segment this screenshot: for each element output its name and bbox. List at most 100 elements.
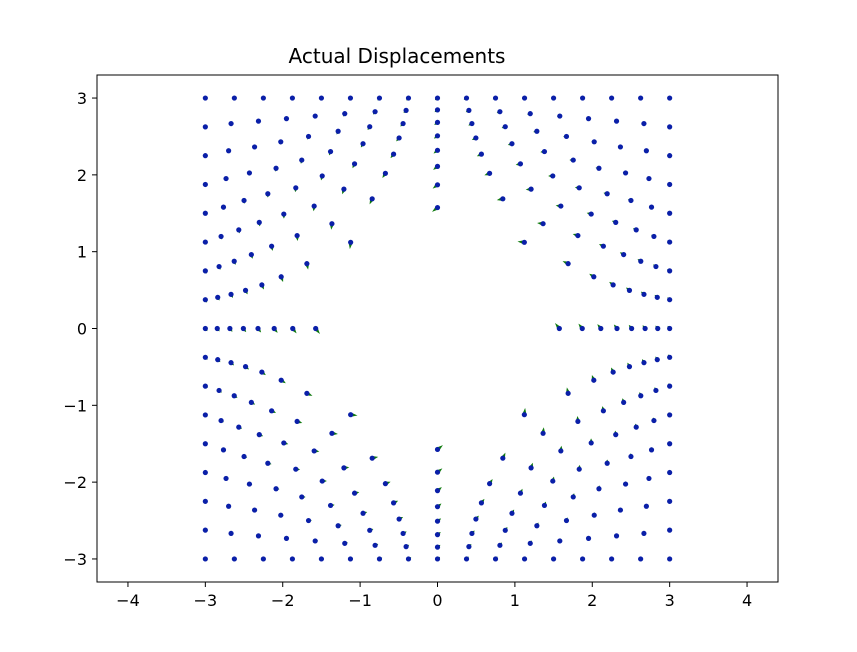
displaced-point: [629, 325, 635, 332]
displaced-point: [299, 494, 305, 500]
displaced-point: [580, 95, 586, 101]
displaced-point: [585, 116, 592, 122]
displaced-point: [557, 113, 563, 119]
displaced-point: [643, 503, 649, 509]
displaced-point: [228, 120, 234, 127]
displaced-point: [473, 516, 479, 522]
displaced-point: [591, 512, 597, 518]
displaced-point: [502, 124, 508, 130]
displaced-point: [528, 186, 534, 192]
displaced-point: [509, 141, 515, 147]
displaced-point: [202, 297, 208, 303]
displaced-point: [376, 556, 383, 562]
displaced-point: [626, 364, 633, 370]
displaced-point: [202, 325, 208, 332]
displaced-point: [596, 486, 602, 492]
displaced-point: [434, 147, 441, 153]
displaced-point: [565, 261, 571, 267]
displaced-point: [667, 556, 673, 562]
displaced-point: [558, 448, 564, 454]
displaced-point: [348, 412, 354, 418]
displaced-point: [667, 95, 673, 101]
displaced-point: [304, 261, 310, 267]
displaced-point: [591, 139, 597, 145]
displaced-point: [305, 517, 312, 524]
displaced-point: [347, 95, 354, 101]
displaced-point: [500, 455, 506, 461]
displaced-point: [550, 478, 556, 484]
displaced-point: [231, 95, 237, 101]
displaced-point: [667, 124, 673, 130]
x-tick-label: −1: [348, 591, 372, 610]
displaced-point: [342, 111, 348, 117]
displaced-point: [382, 481, 388, 487]
displaced-point: [641, 530, 647, 537]
displaced-point: [648, 447, 655, 453]
displaced-point: [570, 157, 576, 163]
displaced-point: [591, 377, 597, 383]
displaced-point: [273, 486, 279, 492]
displaced-point: [236, 227, 242, 233]
displaced-point: [667, 181, 673, 188]
displaced-point: [478, 151, 485, 157]
displaced-point: [202, 124, 208, 130]
x-axis: −4 −3 −2 −1 0 1 2 3 4: [116, 582, 752, 610]
y-tick-label: 0: [77, 320, 87, 339]
displaced-point: [527, 540, 533, 546]
displaced-point: [241, 453, 247, 460]
displaced-point: [246, 481, 253, 487]
displaced-point: [492, 95, 499, 101]
displaced-point: [382, 170, 388, 176]
displaced-point: [403, 544, 409, 550]
displaced-point: [638, 393, 644, 399]
displaced-point: [579, 325, 585, 332]
displaced-point: [281, 440, 287, 446]
displaced-point: [521, 239, 527, 245]
displaced-point: [248, 251, 254, 258]
displaced-point: [231, 258, 237, 264]
displaced-point: [633, 424, 639, 430]
displaced-point: [642, 325, 648, 332]
displaced-point: [265, 191, 271, 197]
displaced-point: [256, 219, 262, 225]
displaced-point: [667, 153, 673, 159]
displaced-point: [653, 263, 659, 270]
displaced-point: [434, 488, 441, 494]
displaced-point: [469, 120, 475, 127]
displaced-point: [667, 297, 673, 303]
displaced-point: [342, 540, 348, 546]
displaced-point: [372, 109, 378, 115]
displaced-point: [563, 517, 570, 524]
displaced-point: [228, 360, 234, 366]
displaced-point: [376, 95, 383, 101]
x-tick-label: 1: [510, 591, 520, 610]
displaced-point: [202, 527, 208, 533]
displaced-point: [281, 211, 287, 217]
displaced-point: [228, 291, 234, 297]
displaced-point: [585, 535, 592, 542]
displaced-point: [311, 203, 317, 209]
displaced-point: [610, 369, 616, 375]
displaced-point: [341, 465, 347, 471]
displaced-point: [575, 418, 581, 425]
x-tick-label: −4: [116, 591, 140, 610]
displaced-point: [312, 113, 318, 119]
displaced-point: [517, 490, 524, 496]
y-tick-label: 3: [77, 89, 87, 108]
displaced-point: [622, 170, 629, 176]
displaced-point: [434, 204, 441, 211]
displaced-point: [654, 294, 660, 300]
displaced-point: [610, 282, 616, 288]
displaced-point: [202, 354, 208, 360]
displaced-point: [278, 512, 284, 518]
displaced-point: [369, 196, 375, 202]
displaced-point: [318, 95, 325, 101]
displaced-point: [646, 475, 652, 482]
displaced-point: [563, 133, 570, 140]
displaced-point: [604, 460, 610, 466]
displaced-point: [613, 219, 619, 225]
displaced-point: [500, 196, 506, 202]
displaced-point: [216, 387, 222, 394]
